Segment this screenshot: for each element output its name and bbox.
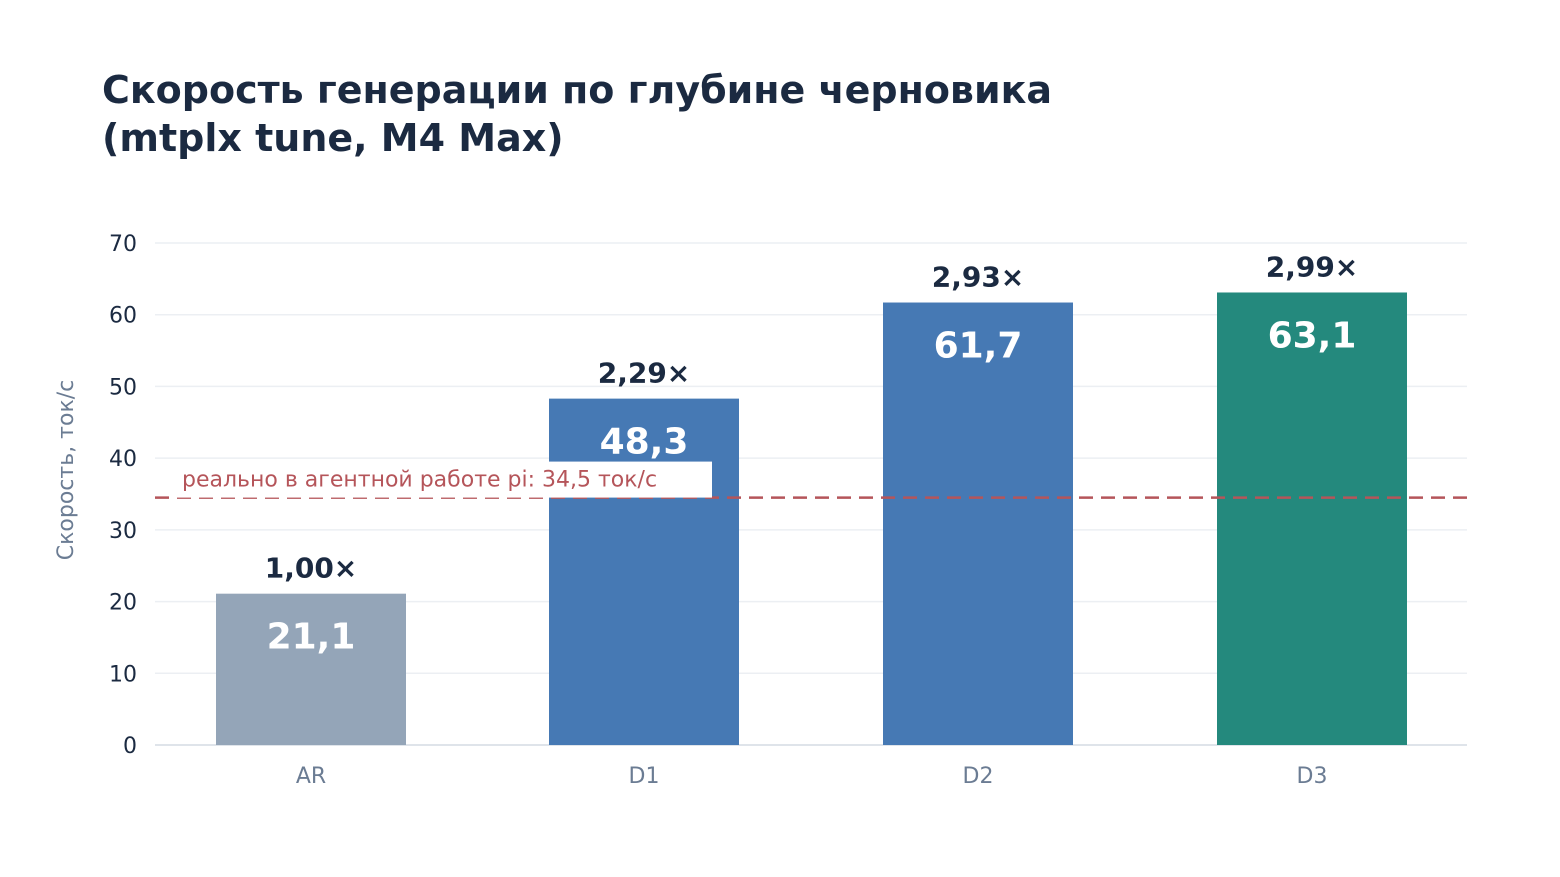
reference-line-label: реально в агентной работе pi: 34,5 ток/с	[182, 468, 657, 493]
reference-line-group: реально в агентной работе pi: 34,5 ток/с	[155, 461, 1467, 499]
chart-title-line-1: Скорость генерации по глубине черновика	[102, 68, 1053, 112]
y-tick-label: 50	[109, 375, 137, 400]
y-tick-label: 30	[109, 519, 137, 544]
y-axis-label: Скорость, ток/с	[54, 380, 79, 560]
x-category-label: D2	[963, 764, 994, 789]
bars: 21,1 1,00× 48,3 2,29× 61,7 2,93× 63,1 2,99×	[216, 250, 1407, 745]
y-tick-label: 70	[109, 232, 137, 257]
bar-value-label: 63,1	[1268, 315, 1357, 356]
x-category-label: D3	[1297, 764, 1328, 789]
y-tick-label: 0	[123, 734, 137, 759]
x-axis-categories: AR D1 D2 D3	[296, 764, 1328, 789]
y-tick-label: 10	[109, 662, 137, 687]
chart-title: Скорость генерации по глубине черновика …	[102, 66, 1302, 162]
bar-d2	[883, 302, 1073, 745]
bar-value-label: 21,1	[267, 617, 356, 658]
bar-ratio-label: 2,99×	[1266, 250, 1359, 283]
bar-value-label: 61,7	[934, 326, 1023, 367]
y-tick-label: 20	[109, 591, 137, 616]
y-axis-ticks: 0 10 20 30 40 50 60 70	[109, 232, 137, 759]
x-category-label: AR	[296, 764, 326, 789]
bar-d1	[549, 398, 739, 745]
reference-label-background	[170, 461, 712, 498]
bar-ratio-label: 2,93×	[932, 261, 1025, 294]
bar-ar	[216, 593, 406, 745]
bar-ratio-label: 1,00×	[265, 552, 358, 585]
chart-title-line-2: (mtplx tune, M4 Max)	[102, 116, 564, 160]
x-category-label: D1	[629, 764, 660, 789]
bar-d3	[1217, 292, 1407, 745]
y-tick-label: 40	[109, 447, 137, 472]
bar-value-label: 48,3	[600, 422, 689, 463]
bar-ratio-label: 2,29×	[598, 357, 691, 390]
y-tick-label: 60	[109, 304, 137, 329]
